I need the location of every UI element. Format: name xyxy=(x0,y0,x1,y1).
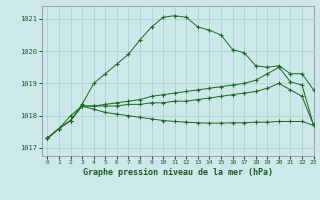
X-axis label: Graphe pression niveau de la mer (hPa): Graphe pression niveau de la mer (hPa) xyxy=(83,168,273,177)
